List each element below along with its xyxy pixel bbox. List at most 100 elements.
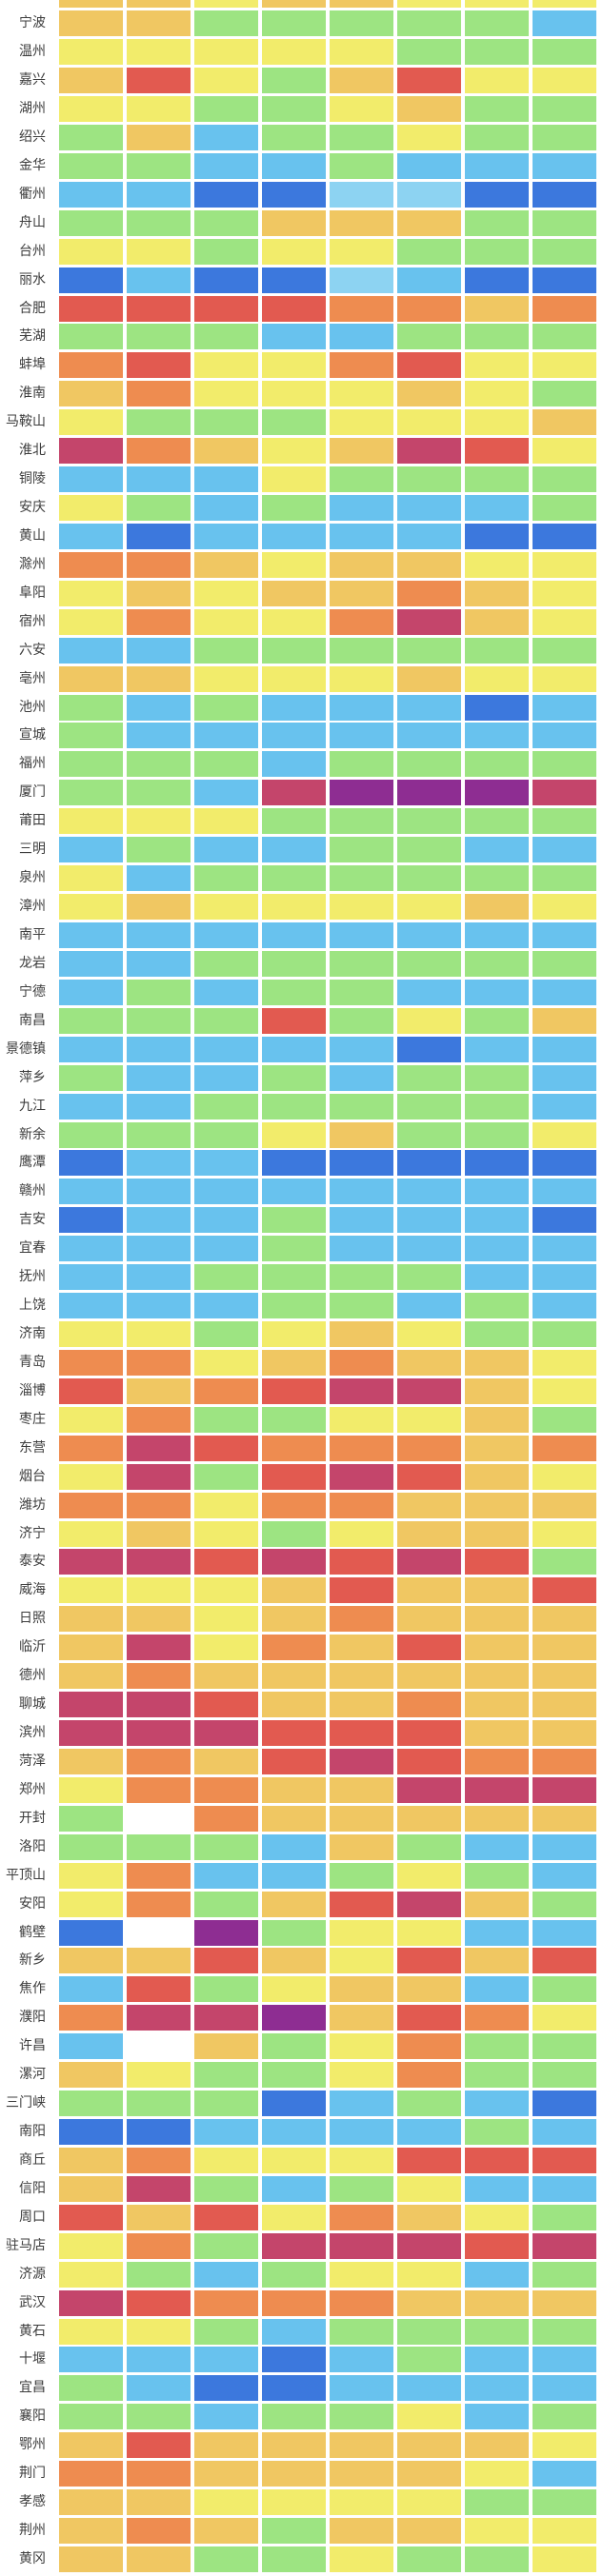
heatmap-cell: [59, 209, 123, 236]
heatmap-cell: [330, 1321, 393, 1347]
row-label: 驻马店: [6, 2237, 46, 2253]
heatmap-cell: [59, 1236, 123, 1262]
heatmap-cell: [330, 1207, 393, 1234]
heatmap-cell: [262, 950, 326, 977]
heatmap-row: 南阳: [0, 2119, 603, 2146]
heatmap-cell: [533, 950, 596, 977]
heatmap-cell: [465, 1891, 529, 1917]
heatmap-cell: [397, 324, 461, 350]
heatmap-cell: [533, 921, 596, 948]
heatmap-cell: [194, 96, 258, 123]
heatmap-cell: [194, 780, 258, 806]
row-label: 阜阳: [19, 585, 46, 601]
heatmap-cell: [127, 1776, 191, 1803]
heatmap-cell: [59, 152, 123, 179]
heatmap-cell: [59, 665, 123, 692]
heatmap-cell: [330, 39, 393, 66]
heatmap-row: 滁州: [0, 551, 603, 578]
heatmap-cell: [127, 2489, 191, 2516]
heatmap-cell: [262, 1748, 326, 1774]
heatmap-cell: [127, 2347, 191, 2373]
heatmap-cell: [194, 950, 258, 977]
heatmap-cell: [127, 551, 191, 578]
heatmap-cell: [194, 1121, 258, 1148]
row-label: 安阳: [19, 1895, 46, 1912]
row-label: 吉安: [19, 1212, 46, 1228]
heatmap-cell: [59, 352, 123, 379]
heatmap-row: 济宁: [0, 1520, 603, 1547]
heatmap-cell: [194, 39, 258, 66]
heatmap-cell: [194, 1663, 258, 1690]
heatmap-cell: [59, 1064, 123, 1091]
row-label: 烟台: [19, 1468, 46, 1484]
heatmap-cell: [397, 2489, 461, 2516]
heatmap-cell: [59, 124, 123, 150]
heatmap-row: 温州: [0, 39, 603, 66]
heatmap-cell: [59, 1150, 123, 1177]
row-label: 焦作: [19, 1981, 46, 1997]
heatmap-cell: [533, 1150, 596, 1177]
heatmap-cell: [127, 1179, 191, 1205]
heatmap-cell: [59, 751, 123, 778]
heatmap-cell: [465, 2289, 529, 2316]
heatmap-cell: [194, 1463, 258, 1490]
heatmap-cell: [262, 1293, 326, 1319]
heatmap-cell: [330, 1121, 393, 1148]
heatmap-cell: [262, 438, 326, 465]
row-label: 青岛: [19, 1354, 46, 1370]
heatmap-cell: [127, 1435, 191, 1461]
heatmap-cell: [330, 894, 393, 921]
heatmap-row: 襄阳: [0, 2404, 603, 2430]
heatmap-cell: [330, 267, 393, 293]
heatmap-cell: [330, 837, 393, 863]
heatmap-cell: [194, 2289, 258, 2316]
heatmap-cell: [59, 2204, 123, 2230]
heatmap-cell: [465, 209, 529, 236]
heatmap-row: 黄石: [0, 2318, 603, 2345]
heatmap-cell: [194, 324, 258, 350]
heatmap-cell: [330, 1349, 393, 1376]
heatmap-cell: [59, 1435, 123, 1461]
heatmap-row: 郑州: [0, 1776, 603, 1803]
heatmap-cell: [397, 68, 461, 94]
heatmap-cell: [465, 152, 529, 179]
heatmap-cell: [59, 39, 123, 66]
heatmap-cell: [465, 1349, 529, 1376]
heatmap-cell: [262, 1236, 326, 1262]
heatmap-cell: [397, 894, 461, 921]
heatmap-cell: [533, 2432, 596, 2459]
row-label: 菏泽: [19, 1753, 46, 1769]
heatmap-cell: [59, 2546, 123, 2572]
heatmap-cell: [397, 1549, 461, 1575]
heatmap-cell: [397, 1036, 461, 1062]
heatmap-cell: [127, 438, 191, 465]
heatmap-row: 嘉兴: [0, 68, 603, 94]
heatmap-cell: [397, 1862, 461, 1889]
heatmap-cell: [330, 2289, 393, 2316]
heatmap-cell: [330, 2062, 393, 2089]
heatmap-cell: [194, 694, 258, 721]
heatmap-cell: [465, 2461, 529, 2487]
heatmap-cell: [533, 2033, 596, 2060]
heatmap-cell: [330, 979, 393, 1005]
heatmap-cell: [465, 1463, 529, 1490]
heatmap-cell: [194, 1036, 258, 1062]
heatmap-cell: [533, 780, 596, 806]
heatmap-row: 荆州: [0, 2518, 603, 2545]
heatmap-cell: [330, 2091, 393, 2117]
row-label: 抚州: [19, 1269, 46, 1285]
heatmap-cell: [59, 1748, 123, 1774]
heatmap-cell: [127, 979, 191, 1005]
heatmap-cell: [533, 1776, 596, 1803]
heatmap-cell: [127, 1833, 191, 1860]
heatmap-cell: [59, 96, 123, 123]
heatmap-cell: [194, 1264, 258, 1291]
heatmap-cell: [127, 1492, 191, 1518]
heatmap-cell: [127, 2204, 191, 2230]
row-label: 东营: [19, 1439, 46, 1456]
heatmap-row: 德州: [0, 1663, 603, 1690]
heatmap-cell: [465, 324, 529, 350]
heatmap-cell: [533, 1093, 596, 1120]
heatmap-cell: [397, 1976, 461, 2003]
heatmap-cell: [465, 1492, 529, 1518]
